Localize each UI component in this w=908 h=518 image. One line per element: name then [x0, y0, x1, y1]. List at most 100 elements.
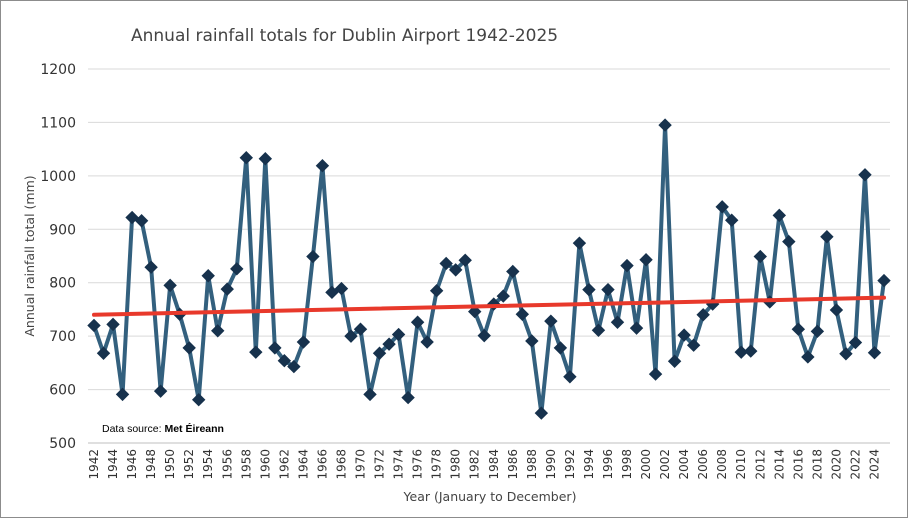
data-point-marker	[848, 335, 863, 350]
data-point-marker	[87, 318, 101, 333]
data-point-marker	[858, 168, 872, 182]
x-tick-label: 1952	[182, 449, 196, 480]
data-point-marker	[249, 345, 263, 359]
data-point-marker	[363, 387, 377, 402]
x-tick-label: 1970	[354, 449, 368, 480]
x-tick-label: 1962	[277, 449, 291, 480]
data-point-marker	[582, 282, 596, 297]
x-tick-label: 2014	[772, 449, 786, 480]
data-point-marker	[572, 236, 587, 250]
x-tick-label: 1964	[296, 449, 310, 480]
x-tick-label: 1960	[258, 449, 272, 480]
x-tick-label: 2016	[791, 449, 805, 480]
data-point-marker	[829, 303, 844, 317]
data-point-marker	[639, 253, 653, 267]
data-point-marker	[458, 253, 472, 267]
x-tick-label: 1994	[582, 449, 596, 480]
y-tick-label: 1200	[40, 62, 76, 78]
x-tick-label: 2006	[696, 449, 710, 480]
data-point-marker	[125, 210, 139, 225]
y-axis-title: Annual rainfall total (mm)	[22, 175, 37, 336]
data-point-marker	[372, 346, 387, 360]
data-point-marker	[677, 328, 691, 342]
data-point-marker	[163, 278, 177, 293]
data-point-marker	[191, 393, 206, 407]
data-point-marker	[591, 323, 606, 337]
x-tick-label: 2010	[734, 449, 748, 480]
data-point-marker	[268, 341, 282, 355]
x-tick-label: 2012	[753, 449, 767, 480]
x-tick-label: 1950	[163, 449, 177, 480]
data-point-marker	[791, 322, 806, 336]
data-source-label: Data source:	[102, 423, 164, 435]
data-point-marker	[134, 214, 149, 228]
data-point-marker	[744, 344, 758, 358]
y-tick-label: 600	[49, 383, 76, 399]
data-point-marker	[477, 328, 491, 343]
x-tick-label: 1974	[392, 449, 406, 480]
data-point-marker	[563, 370, 577, 384]
data-source-note: Data source: Met Éireann	[102, 422, 224, 435]
data-point-marker	[334, 281, 349, 296]
data-point-marker	[629, 321, 644, 335]
data-point-marker	[544, 314, 558, 328]
x-tick-label: 1988	[525, 449, 539, 480]
y-tick-label: 1100	[40, 115, 76, 131]
data-point-marker	[506, 264, 520, 279]
chart-title: Annual rainfall totals for Dublin Airpor…	[131, 26, 558, 46]
series-layer	[92, 123, 886, 416]
x-tick-label: 1984	[487, 449, 501, 480]
data-point-marker	[867, 345, 882, 360]
data-point-marker	[686, 338, 701, 352]
data-point-marker	[801, 350, 815, 364]
data-point-marker	[401, 390, 415, 405]
x-tick-label: 2020	[829, 449, 843, 480]
data-point-marker	[353, 322, 368, 336]
x-tick-label: 1992	[563, 449, 577, 480]
y-tick-labels: 500 600 700 800 900 1000 1100 1200	[40, 62, 76, 452]
data-point-marker	[306, 249, 320, 264]
data-point-marker	[182, 341, 196, 355]
x-tick-label: 2018	[810, 449, 824, 480]
x-tick-label: 1980	[449, 449, 463, 480]
x-tick-label: 1990	[544, 449, 558, 480]
data-point-marker	[115, 387, 130, 402]
data-point-marker	[144, 260, 158, 274]
data-point-marker	[230, 262, 244, 276]
data-point-marker	[620, 258, 634, 273]
y-tick-label: 500	[49, 436, 76, 452]
x-tick-label: 1946	[125, 449, 139, 480]
x-tick-label: 2024	[867, 449, 881, 480]
data-point-marker	[877, 273, 891, 288]
x-tick-label: 1942	[87, 449, 101, 480]
data-point-marker	[658, 118, 672, 132]
data-point-marker	[420, 335, 434, 349]
data-point-marker	[839, 347, 853, 361]
x-tick-labels: 1942 1944 1946 1948 1950 1952 1954 1956 1958 1960…	[87, 449, 881, 480]
data-point-marker	[391, 327, 406, 342]
x-axis-title: Year (January to December)	[403, 489, 577, 504]
data-point-marker	[496, 289, 510, 303]
data-point-marker	[258, 152, 273, 166]
data-point-marker	[315, 158, 330, 173]
data-point-marker	[239, 150, 253, 165]
x-tick-label: 1968	[334, 449, 348, 480]
x-tick-label: 2000	[639, 449, 653, 480]
y-tick-label: 800	[49, 276, 76, 292]
gridlines	[88, 68, 890, 391]
x-tick-label: 2022	[848, 449, 862, 480]
x-tick-label: 1978	[430, 449, 444, 480]
x-tick-label: 1996	[601, 449, 615, 480]
data-point-marker	[287, 359, 301, 374]
data-point-marker	[448, 263, 463, 277]
marker-layer	[87, 118, 891, 420]
x-tick-label: 1944	[106, 449, 120, 480]
trend-line	[92, 295, 886, 317]
x-tick-label: 1986	[506, 449, 520, 480]
trend-layer	[92, 295, 886, 317]
x-tick-label: 1976	[411, 449, 425, 480]
data-point-marker	[525, 334, 539, 348]
data-point-marker	[782, 234, 796, 249]
